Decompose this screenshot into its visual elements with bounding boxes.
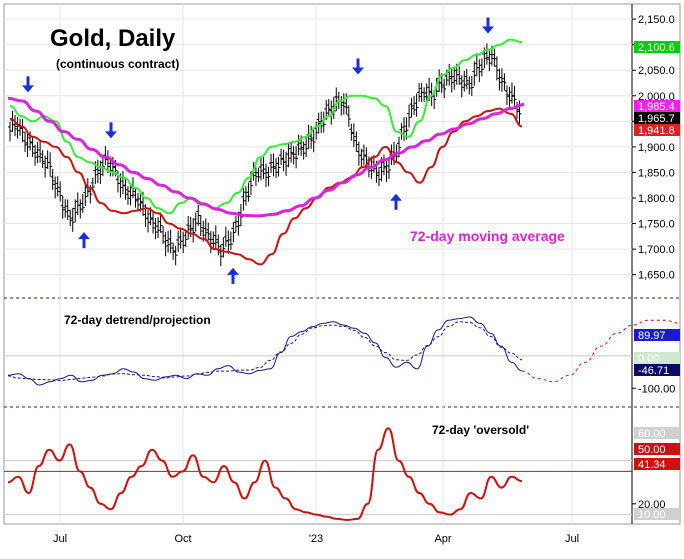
y-tick-label: 1,650.0 — [638, 270, 675, 282]
series-lines — [7, 38, 681, 522]
value-tag-label: 50.00 — [638, 444, 666, 456]
value-tag: 60.00 — [634, 427, 680, 440]
value-tag-label: 1,941.8 — [638, 125, 675, 137]
value-tag-label: 1,965.7 — [638, 113, 675, 125]
y-tick-label: 1,850.0 — [638, 167, 675, 179]
oversold-label: 72-day 'oversold' — [432, 423, 529, 437]
plot-frame — [3, 3, 681, 525]
cycle-arrows — [22, 17, 494, 284]
detrend-label: 72-day detrend/projection — [64, 313, 211, 327]
projection-line — [521, 319, 681, 383]
value-tag-label: 1,985.4 — [638, 101, 675, 113]
value-tag: -46.71 — [634, 364, 680, 377]
chart-title: Gold, Daily — [50, 25, 176, 52]
price-bars — [8, 43, 522, 267]
value-tags: 2,100.6 1,985.41,965.71,941.8 89.97 0.00-46… — [634, 41, 680, 521]
x-tick-label: Jul — [53, 533, 67, 545]
y-tick-label: 2,000.0 — [638, 91, 675, 103]
x-tick-label: Apr — [434, 533, 451, 545]
value-tag: 50.00 — [634, 443, 680, 456]
y-tick-label: 1,900.0 — [638, 142, 675, 154]
up-arrow-icon — [390, 193, 402, 210]
moving-average-label: 72-day moving average — [410, 228, 565, 244]
value-tag-label: 10.00 — [638, 509, 666, 521]
x-tick-label: Oct — [174, 533, 191, 545]
value-tag-label: 0.00 — [638, 353, 659, 365]
y-tick-label: 1,700.0 — [638, 244, 675, 256]
chart-subtitle: (continuous contract) — [56, 57, 179, 71]
detrend-smoothed-line — [7, 321, 523, 382]
value-tag: 2,100.6 — [634, 41, 680, 54]
up-arrow-icon — [78, 232, 90, 249]
value-tag: 1,965.7 — [634, 112, 680, 125]
value-tag-label: 41.34 — [638, 459, 666, 471]
value-tag-label: -46.71 — [638, 365, 669, 377]
value-tag: 0.00 — [634, 352, 680, 365]
detrend-line — [7, 316, 523, 386]
down-arrow-icon — [22, 76, 34, 93]
y-tick-label: 2,050.0 — [638, 65, 675, 77]
upper-band-line — [9, 38, 523, 215]
x-tick-label: '23 — [309, 533, 323, 545]
value-tag: 89.97 — [634, 329, 680, 342]
down-arrow-icon — [105, 122, 117, 139]
value-tag: 1,985.4 — [634, 100, 680, 113]
y-tick-label: 1,800.0 — [638, 193, 675, 205]
lower-band-line — [9, 107, 523, 266]
value-tag: 41.34 — [634, 458, 680, 471]
value-tag-label: 60.00 — [638, 428, 666, 440]
value-tag: 1,941.8 — [634, 124, 680, 137]
value-tag-label: 2,100.6 — [638, 42, 675, 54]
value-tag: 10.00 — [634, 508, 680, 521]
grid-lines — [3, 3, 681, 525]
value-tag-label: 89.97 — [638, 330, 666, 342]
x-tick-label: Jul — [565, 533, 579, 545]
y-tick-label: 2,150.0 — [638, 14, 675, 26]
down-arrow-icon — [482, 17, 494, 34]
y-tick-label: 1,750.0 — [638, 219, 675, 231]
y-tick-label: 20.00 — [638, 499, 666, 511]
y-tick-label: -100.00 — [638, 383, 675, 395]
up-arrow-icon — [227, 267, 239, 284]
down-arrow-icon — [352, 58, 364, 75]
oversold-line — [7, 427, 523, 522]
moving-average-line — [7, 96, 525, 218]
x-axis: Jul Oct '23 Apr Jul — [53, 533, 579, 545]
